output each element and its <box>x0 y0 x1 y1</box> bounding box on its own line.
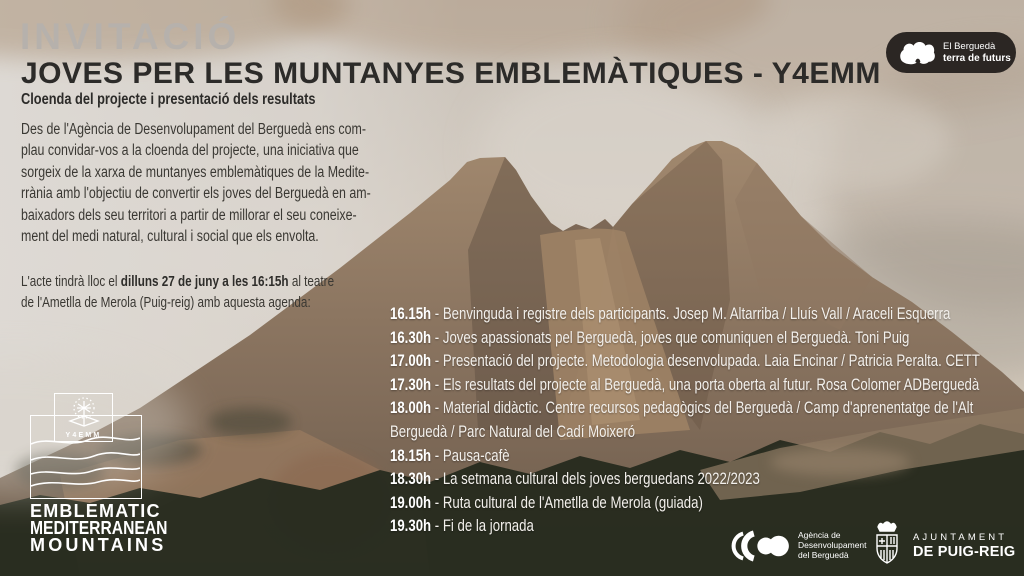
mountain-waves-icon <box>30 436 141 487</box>
agenda-text: Presentació del projecte. Metodologia de… <box>442 352 980 371</box>
agenda-item: 19.00h - Ruta cultural de l'Ametlla de M… <box>390 492 1010 516</box>
agenda-item: 18.15h - Pausa-cafè <box>390 445 1010 469</box>
bergueda-tagline: terra de futurs <box>943 52 1011 64</box>
y4emm-emblem-frame: Y4EMM <box>54 393 113 442</box>
agenda-item: 17.00h - Presentació del projecte. Metod… <box>390 350 1010 374</box>
emm-word-1: EMBLEMATIC <box>30 501 161 521</box>
agenda-time: 19.30h <box>390 517 432 536</box>
bergueda-name: El Berguedà <box>943 41 996 52</box>
agenda-item: 17.30h - Els resultats del projecte al B… <box>390 374 1010 398</box>
adb-circles-icon <box>731 530 789 562</box>
agenda-separator: - <box>431 375 443 394</box>
y4emm-acronym: Y4EMM <box>65 432 102 439</box>
agenda-separator: - <box>431 493 443 512</box>
agenda-item: 16.15h - Benvinguda i registre dels part… <box>390 303 1010 327</box>
agenda-list: 16.15h - Benvinguda i registre dels part… <box>390 303 1010 539</box>
agenda-time: 16.15h <box>390 305 432 323</box>
emm-word-2: MEDITERRANEAN <box>30 518 168 538</box>
adb-line-3: del Berguedà <box>798 549 849 560</box>
agenda-text: Ruta cultural de l'Ametlla de Merola (gu… <box>442 493 703 512</box>
agenda-time: 16.30h <box>390 328 432 347</box>
poster-subtitle: Cloenda del projecte i presentació dels … <box>21 91 316 108</box>
agenda-separator: - <box>431 305 443 323</box>
agenda-text: La setmana cultural dels joves berguedan… <box>442 470 760 489</box>
adb-line-1: Agència de <box>798 530 841 541</box>
agenda-separator: - <box>431 446 443 465</box>
bergueda-logo: El Berguedà terra de futurs <box>886 32 1016 73</box>
agenda-time: 18.00h <box>390 399 432 418</box>
emm-wordmark: EMBLEMATIC MEDITERRANEAN MOUNTAINS <box>30 501 188 555</box>
agenda-item: 19.30h - Fi de la jornada <box>390 515 1010 539</box>
agenda-time: 19.00h <box>390 493 432 512</box>
agenda-item: 18.00h - Material didàctic. Centre recur… <box>390 397 1010 444</box>
agenda-separator: - <box>431 328 443 347</box>
agenda-time: 18.15h <box>390 446 432 465</box>
poster-title: JOVES PER LES MUNTANYES EMBLEMÀTIQUES - … <box>21 57 881 90</box>
agenda-separator: - <box>431 352 443 371</box>
agenda-text: Benvinguda i registre dels participants.… <box>442 305 951 323</box>
agenda-separator: - <box>431 399 443 418</box>
puigreig-logo: AJUNTAMENT DE PUIG-REIG <box>872 518 1015 566</box>
intro-paragraph: Des de l'Agència de Desenvolupament del … <box>21 121 371 246</box>
event-date-paragraph: L'acte tindrà lloc el dilluns 27 de juny… <box>21 271 411 314</box>
y4emm-waves-frame <box>30 415 142 499</box>
agenda-time: 17.00h <box>390 352 432 371</box>
agenda-text: Joves apassionats pel Berguedà, joves qu… <box>442 328 910 347</box>
when-date-bold: dilluns 27 de juny a les 16:15h <box>120 273 289 290</box>
bergueda-mountain-icon <box>900 41 935 65</box>
agenda-separator: - <box>431 517 443 536</box>
agenda-separator: - <box>431 470 443 489</box>
adb-logo: Agència de Desenvolupament del Berguedà <box>731 530 867 562</box>
adb-line-2: Desenvolupament <box>798 540 867 551</box>
puigreig-crest-icon <box>876 521 898 564</box>
agenda-text: Pausa-cafè <box>442 446 510 465</box>
agenda-item: 16.30h - Joves apassionats pel Berguedà,… <box>390 327 1010 351</box>
when-before: L'acte tindrà lloc el <box>21 273 121 290</box>
y4emm-tree-icon <box>67 397 100 427</box>
adb-logo-text: Agència de Desenvolupament del Berguedà <box>798 530 867 560</box>
kicker-invitacio: INVITACIÓ <box>20 16 241 57</box>
agenda-text: Material didàctic. Centre recursos pedag… <box>390 399 974 441</box>
puigreig-line-1: AJUNTAMENT <box>913 532 1008 543</box>
agenda-text: Els resultats del projecte al Berguedà, … <box>442 375 980 394</box>
when-after: al teatre de l'Ametlla de Merola (Puig-r… <box>21 273 335 312</box>
puigreig-line-2: DE PUIG-REIG <box>913 544 1016 560</box>
bergueda-logo-text: El Berguedà terra de futurs <box>943 41 1011 64</box>
agenda-time: 17.30h <box>390 375 432 394</box>
agenda-time: 18.30h <box>390 470 432 489</box>
emm-word-3: MOUNTAINS <box>30 535 167 555</box>
agenda-text: Fi de la jornada <box>442 517 534 536</box>
agenda-item: 18.30h - La setmana cultural dels joves … <box>390 468 1010 492</box>
puigreig-logo-text: AJUNTAMENT DE PUIG-REIG <box>913 518 1015 560</box>
